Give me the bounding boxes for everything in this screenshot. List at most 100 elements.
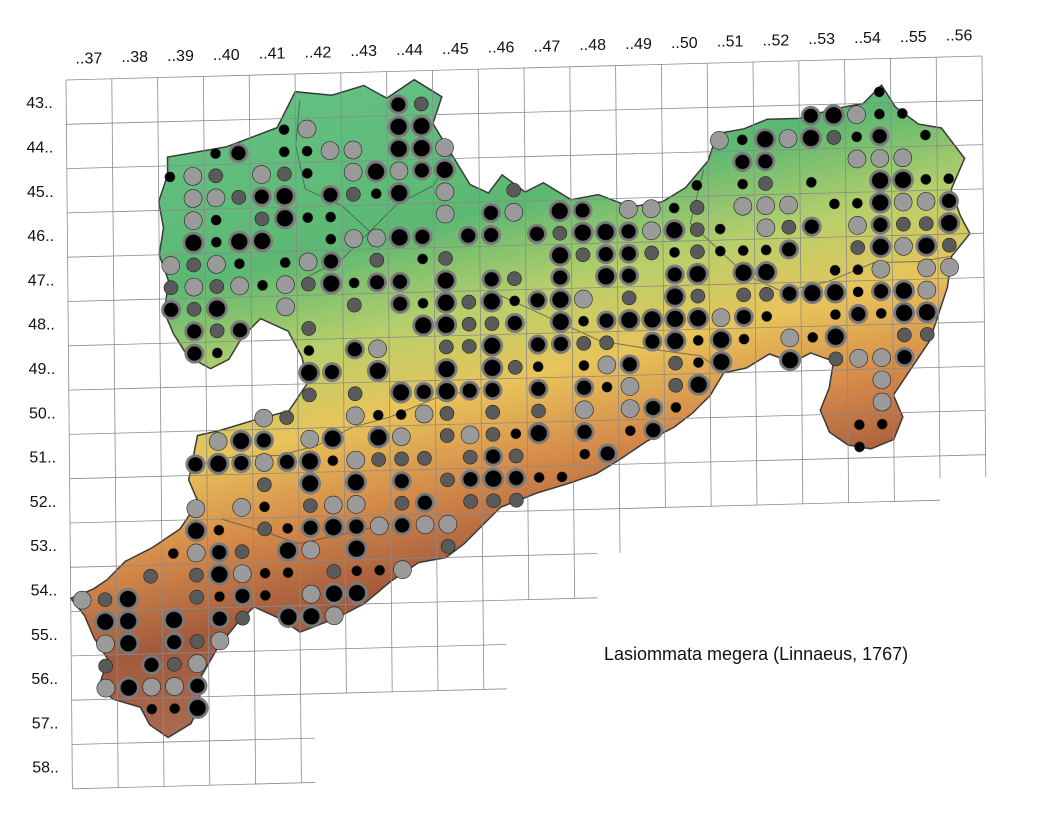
occurrence-marker: [276, 209, 294, 227]
occurrence-marker: [369, 252, 385, 268]
occurrence-marker: [667, 332, 684, 350]
occurrence-marker: [346, 495, 366, 514]
occurrence-marker: [552, 313, 569, 331]
grid-row-line: [72, 782, 316, 790]
occurrence-marker: [597, 223, 614, 241]
occurrence-marker: [391, 97, 406, 112]
occurrence-marker: [532, 361, 544, 373]
occurrence-marker: [622, 357, 638, 372]
occurrence-marker: [666, 221, 683, 239]
grid-column-line: [65, 79, 73, 789]
occurrence-marker: [438, 251, 453, 266]
column-label: ..55: [900, 29, 927, 46]
occurrence-marker: [852, 286, 864, 298]
relief-map-of-saxony: [69, 78, 971, 739]
occurrence-marker: [849, 349, 869, 368]
occurrence-marker: [851, 131, 863, 143]
column-label: ..41: [259, 46, 286, 63]
occurrence-marker: [504, 202, 524, 222]
occurrence-marker: [163, 280, 179, 296]
occurrence-marker: [670, 402, 682, 413]
occurrence-marker: [394, 451, 409, 467]
occurrence-marker: [690, 244, 705, 260]
occurrence-marker: [392, 427, 411, 447]
occurrence-marker: [691, 180, 703, 191]
occurrence-marker: [893, 192, 913, 212]
occurrence-marker: [852, 197, 863, 209]
occurrence-marker: [668, 355, 683, 371]
occurrence-marker: [435, 182, 455, 202]
occurrence-marker: [257, 280, 268, 291]
occurrence-marker: [214, 591, 225, 602]
occurrence-marker: [189, 589, 204, 605]
occurrence-marker: [576, 336, 592, 351]
occurrence-marker: [485, 449, 501, 464]
occurrence-marker: [367, 163, 385, 180]
occurrence-marker: [894, 237, 913, 256]
occurrence-marker: [553, 336, 569, 352]
occurrence-marker: [483, 205, 499, 221]
column-label: ..52: [763, 32, 790, 49]
occurrence-marker: [735, 154, 750, 170]
grid-column-line: [523, 67, 530, 600]
occurrence-marker: [183, 211, 203, 230]
occurrence-marker: [394, 495, 410, 511]
occurrence-marker: [666, 288, 684, 305]
occurrence-marker: [254, 189, 270, 205]
occurrence-marker: [737, 178, 748, 190]
occurrence-marker: [232, 564, 252, 584]
occurrence-marker: [507, 360, 523, 375]
occurrence-marker: [461, 316, 477, 332]
occurrence-marker: [187, 654, 207, 673]
occurrence-marker: [346, 187, 361, 202]
occurrence-marker: [575, 400, 594, 420]
occurrence-marker: [507, 271, 522, 287]
occurrence-marker: [372, 409, 384, 421]
occurrence-marker: [736, 287, 751, 303]
occurrence-marker: [807, 332, 819, 343]
occurrence-marker: [185, 234, 202, 252]
occurrence-marker: [96, 678, 116, 698]
occurrence-marker: [738, 333, 750, 345]
occurrence-marker: [758, 176, 773, 191]
occurrence-marker: [756, 130, 774, 148]
occurrence-marker: [803, 108, 819, 124]
occurrence-marker: [552, 270, 568, 285]
occurrence-marker: [578, 360, 590, 371]
occurrence-marker: [826, 130, 842, 145]
occurrence-marker: [575, 247, 591, 263]
row-label: 57..: [32, 715, 59, 732]
occurrence-marker: [323, 187, 338, 203]
occurrence-marker: [484, 316, 500, 331]
occurrence-marker: [871, 194, 889, 211]
occurrence-marker: [282, 523, 293, 534]
grid-column-line: [294, 73, 302, 783]
occurrence-marker: [417, 253, 428, 265]
occurrence-marker: [211, 236, 222, 248]
occurrence-marker: [643, 311, 661, 328]
occurrence-marker: [848, 216, 867, 235]
occurrence-marker: [210, 455, 227, 473]
occurrence-marker: [276, 275, 295, 295]
occurrence-marker: [873, 86, 885, 98]
occurrence-marker: [460, 425, 480, 445]
occurrence-marker: [621, 268, 637, 284]
occurrence-marker: [436, 161, 454, 179]
row-label: 58..: [32, 760, 59, 777]
occurrence-marker: [756, 196, 776, 215]
occurrence-marker: [277, 166, 292, 182]
occurrence-marker: [850, 240, 866, 255]
occurrence-marker: [395, 409, 407, 420]
occurrence-marker: [872, 370, 892, 390]
occurrence-marker: [369, 275, 385, 290]
occurrence-marker: [875, 308, 887, 319]
occurrence-marker: [533, 472, 545, 483]
occurrence-marker: [233, 455, 249, 471]
occurrence-marker: [211, 566, 228, 583]
occurrence-marker: [438, 382, 456, 400]
occurrence-marker: [599, 335, 614, 351]
occurrence-marker: [872, 348, 891, 368]
column-label: ..45: [442, 41, 469, 58]
grid-row-line: [70, 553, 598, 568]
